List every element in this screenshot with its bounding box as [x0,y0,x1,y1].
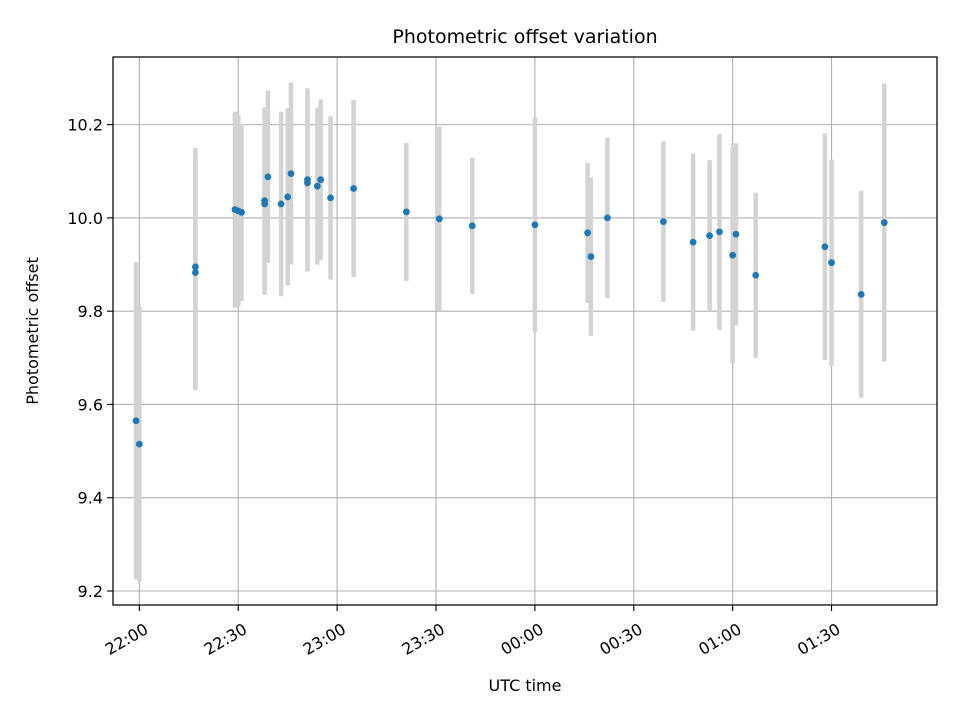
data-point [821,243,829,251]
data-point [277,200,285,208]
data-point [192,269,199,276]
data-point [828,259,835,267]
data-point [435,215,443,223]
data-point [284,193,292,201]
data-point [584,229,592,237]
y-axis-label: Photometric offset [23,257,42,405]
data-point [689,238,697,246]
data-point [313,182,321,190]
data-point [587,253,595,261]
x-axis-label: UTC time [489,676,562,695]
data-point [238,208,245,216]
data-point [402,208,410,216]
data-point [192,263,199,271]
y-tick-label: 9.6 [78,395,103,414]
data-point [604,214,611,222]
y-tick-label: 9.8 [78,302,103,321]
y-tick-label: 10.2 [67,116,103,135]
data-point [135,440,143,448]
plot-frame [112,56,938,606]
data-point [531,221,539,229]
data-point [327,194,334,202]
data-point [350,185,358,192]
data-point [857,290,865,298]
data-point [706,232,713,240]
y-tick-label: 9.2 [78,582,103,601]
data-point [468,222,476,230]
data-point [304,179,311,187]
data-point [660,218,667,226]
data-point [752,271,760,279]
data-point [264,173,272,181]
data-point [732,230,740,238]
data-points [132,170,888,448]
data-point [317,176,325,184]
data-point [132,417,140,425]
data-point [287,170,295,177]
data-point [261,200,269,208]
chart-title: Photometric offset variation [392,26,657,48]
data-point [880,219,888,226]
y-tick-label: 10.0 [67,209,103,228]
data-point [729,251,737,259]
data-point [716,228,723,236]
y-tick-label: 9.4 [78,489,103,508]
